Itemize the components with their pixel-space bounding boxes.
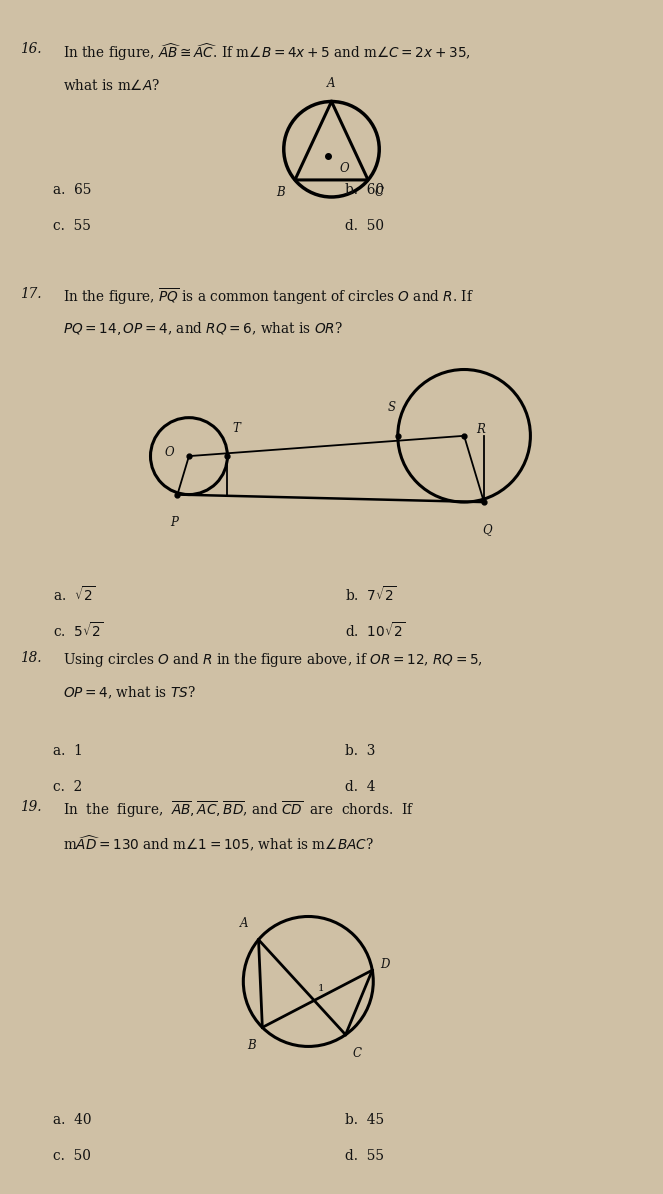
Text: 16.: 16. bbox=[20, 42, 42, 56]
Text: C: C bbox=[352, 1047, 361, 1059]
Text: c.  50: c. 50 bbox=[53, 1149, 91, 1163]
Text: d.  4: d. 4 bbox=[345, 780, 375, 794]
Text: In  the  figure,  $\overline{AB}, \overline{AC}, \overline{BD}$, and $\overline{: In the figure, $\overline{AB}, \overline… bbox=[63, 800, 414, 820]
Text: c.  2: c. 2 bbox=[53, 780, 82, 794]
Text: 17.: 17. bbox=[20, 287, 42, 301]
Text: a.  65: a. 65 bbox=[53, 183, 91, 197]
Text: Using circles $O$ and $R$ in the figure above, if $OR = 12$, $RQ = 5$,: Using circles $O$ and $R$ in the figure … bbox=[63, 651, 483, 669]
Text: a.  1: a. 1 bbox=[53, 744, 83, 758]
Text: 19.: 19. bbox=[20, 800, 42, 814]
Text: c.  55: c. 55 bbox=[53, 219, 91, 233]
Text: O: O bbox=[339, 162, 349, 176]
Text: In the figure, $\widehat{AB} \cong \widehat{AC}$. If m$\angle B = 4x+5$ and m$\a: In the figure, $\widehat{AB} \cong \wide… bbox=[63, 42, 471, 63]
Text: m$\widehat{AD} = 130$ and m$\angle 1 = 105$, what is m$\angle BAC$?: m$\widehat{AD} = 130$ and m$\angle 1 = 1… bbox=[63, 833, 374, 854]
Text: b.  60: b. 60 bbox=[345, 183, 384, 197]
Text: what is m$\angle A$?: what is m$\angle A$? bbox=[63, 78, 160, 93]
Text: c.  $5\sqrt{2}$: c. $5\sqrt{2}$ bbox=[53, 621, 104, 640]
Text: d.  $10\sqrt{2}$: d. $10\sqrt{2}$ bbox=[345, 621, 405, 640]
Text: S: S bbox=[388, 401, 396, 414]
Text: b.  3: b. 3 bbox=[345, 744, 375, 758]
Text: Q: Q bbox=[483, 524, 492, 536]
Text: b.  45: b. 45 bbox=[345, 1113, 384, 1127]
Text: a.  40: a. 40 bbox=[53, 1113, 91, 1127]
Text: B: B bbox=[247, 1039, 256, 1052]
Text: O: O bbox=[164, 447, 174, 458]
Text: T: T bbox=[233, 421, 241, 435]
Text: C: C bbox=[375, 186, 384, 199]
Text: b.  $7\sqrt{2}$: b. $7\sqrt{2}$ bbox=[345, 585, 396, 604]
Text: B: B bbox=[276, 186, 285, 199]
Text: a.  $\sqrt{2}$: a. $\sqrt{2}$ bbox=[53, 585, 95, 604]
Text: d.  55: d. 55 bbox=[345, 1149, 384, 1163]
Text: $OP = 4$, what is $TS$?: $OP = 4$, what is $TS$? bbox=[63, 684, 196, 701]
Text: d.  50: d. 50 bbox=[345, 219, 384, 233]
Text: A: A bbox=[240, 917, 249, 930]
Text: 1: 1 bbox=[318, 984, 325, 993]
Text: 18.: 18. bbox=[20, 651, 42, 665]
Text: In the figure, $\overline{PQ}$ is a common tangent of circles $O$ and $R$. If: In the figure, $\overline{PQ}$ is a comm… bbox=[63, 287, 474, 307]
Text: $PQ = 14, OP = 4$, and $RQ = 6$, what is $OR$?: $PQ = 14, OP = 4$, and $RQ = 6$, what is… bbox=[63, 320, 343, 337]
Text: D: D bbox=[381, 958, 390, 971]
Text: R: R bbox=[476, 424, 485, 436]
Text: A: A bbox=[328, 76, 335, 90]
Text: P: P bbox=[170, 516, 178, 529]
